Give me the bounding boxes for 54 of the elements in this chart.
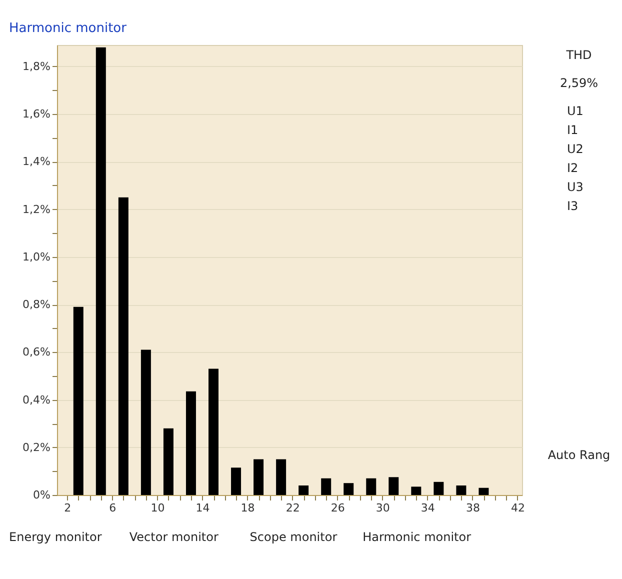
text: U3 bbox=[567, 180, 584, 194]
x-tick-label: 34 bbox=[420, 502, 435, 514]
x-tick-label: 14 bbox=[196, 502, 210, 514]
bar bbox=[254, 459, 264, 495]
bar bbox=[186, 391, 196, 495]
bar bbox=[163, 428, 174, 495]
x-tick-label: 10 bbox=[150, 502, 165, 514]
bar bbox=[366, 478, 376, 495]
y-tick-label: 1,8% bbox=[22, 60, 50, 73]
x-tick-label: 30 bbox=[376, 502, 390, 514]
y-tick-label: 0,4% bbox=[22, 393, 50, 406]
bar bbox=[118, 197, 128, 495]
y-tick-label: 1,6% bbox=[22, 108, 50, 121]
y-tick-label: 1,2% bbox=[22, 202, 50, 216]
x-tick-label: 18 bbox=[240, 502, 255, 514]
text: Vector monitor bbox=[129, 530, 218, 544]
bar bbox=[96, 47, 106, 495]
y-tick-label: 0% bbox=[33, 488, 50, 502]
x-tick-label: 26 bbox=[330, 502, 345, 514]
x-tick-label: 6 bbox=[109, 502, 116, 514]
bar bbox=[321, 478, 332, 495]
x-tick-label: 42 bbox=[510, 502, 525, 514]
bar bbox=[231, 468, 242, 495]
bar bbox=[344, 483, 354, 495]
bar bbox=[434, 482, 444, 495]
y-tick-label: 0,2% bbox=[22, 440, 50, 454]
text: U1 bbox=[567, 104, 584, 118]
chart-title: Harmonic monitor bbox=[9, 21, 128, 36]
text: U2 bbox=[567, 142, 584, 156]
text: I2 bbox=[567, 161, 578, 175]
y-tick-label: 1,4% bbox=[22, 155, 50, 168]
bar bbox=[140, 350, 151, 495]
text: 2,59% bbox=[560, 76, 598, 90]
bar bbox=[456, 485, 466, 495]
bar bbox=[411, 486, 422, 495]
y-tick-label: 0,6% bbox=[22, 346, 50, 359]
bar bbox=[478, 488, 489, 495]
text: Scope monitor bbox=[250, 530, 338, 544]
x-tick-label: 38 bbox=[466, 502, 480, 514]
text: Auto Rang bbox=[548, 448, 610, 462]
text: I3 bbox=[567, 199, 578, 213]
x-tick-label: 2 bbox=[64, 502, 72, 514]
bar bbox=[73, 306, 84, 495]
text: Energy monitor bbox=[9, 530, 102, 544]
x-tick-label: 22 bbox=[286, 502, 300, 514]
text: THD bbox=[565, 48, 592, 62]
bar bbox=[208, 368, 218, 495]
text: I1 bbox=[567, 123, 578, 137]
bar bbox=[276, 459, 286, 495]
y-tick-label: 1,0% bbox=[22, 250, 50, 264]
y-tick-label: 0,8% bbox=[22, 298, 50, 312]
text: Harmonic monitor bbox=[362, 530, 472, 544]
bar bbox=[298, 485, 309, 495]
bar bbox=[388, 477, 399, 495]
